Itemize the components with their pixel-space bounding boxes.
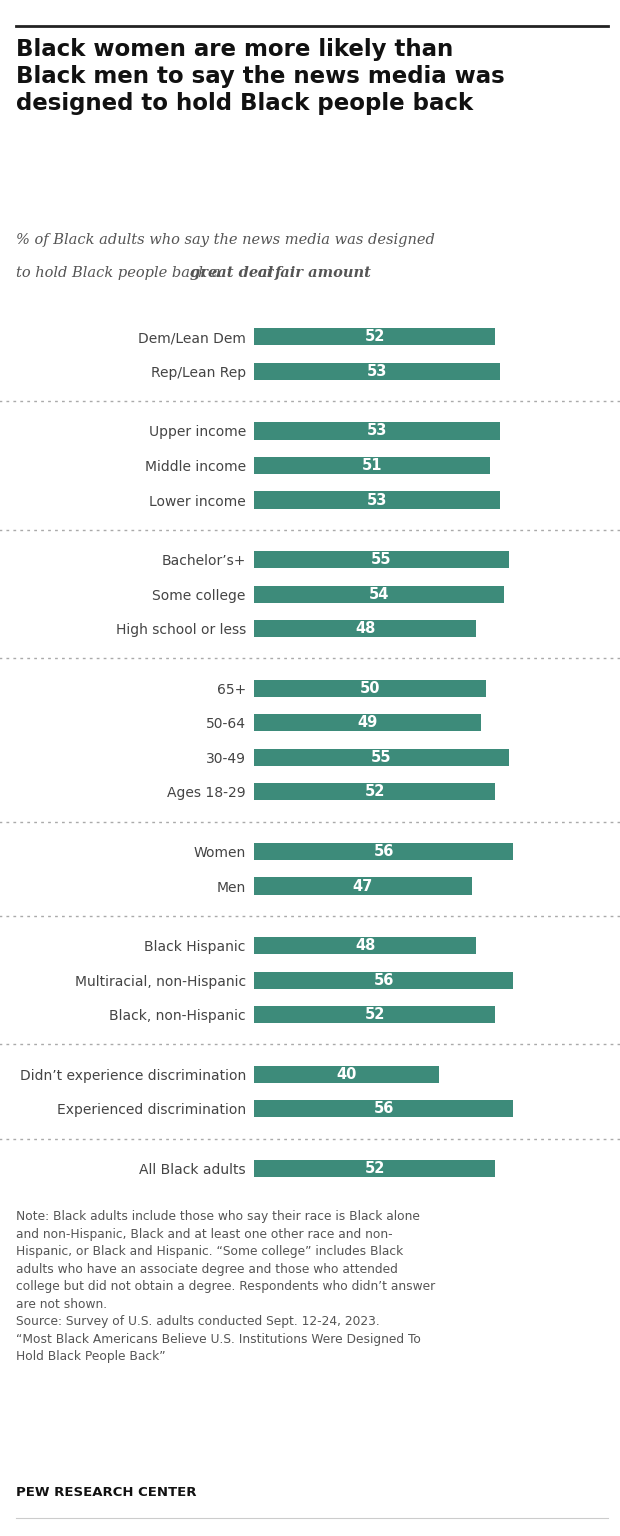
Text: 47: 47 (353, 879, 373, 894)
Text: 56: 56 (374, 843, 394, 859)
Bar (254, 1066, 440, 1083)
Text: great deal: great deal (190, 267, 273, 281)
Bar (254, 748, 509, 766)
Text: % of Black adults who say the news media was designed: % of Black adults who say the news media… (16, 233, 435, 247)
Text: Note: Black adults include those who say their race is Black alone
and non-Hispa: Note: Black adults include those who say… (16, 1210, 435, 1364)
Bar (254, 422, 500, 439)
Bar (254, 937, 476, 954)
Text: 50: 50 (360, 680, 380, 696)
Text: 55: 55 (371, 750, 392, 765)
Text: 52: 52 (365, 1008, 385, 1021)
Bar (254, 456, 490, 475)
Bar (254, 972, 513, 989)
Bar (254, 1160, 495, 1177)
Bar (254, 714, 481, 731)
Bar (254, 329, 495, 346)
Bar (254, 621, 476, 637)
Bar (254, 843, 513, 860)
Text: 40: 40 (337, 1068, 357, 1081)
Bar (254, 1006, 495, 1023)
Bar (254, 1100, 513, 1118)
Text: 52: 52 (365, 785, 385, 799)
Text: fair amount: fair amount (275, 267, 372, 281)
Text: 56: 56 (374, 972, 394, 988)
Bar (254, 492, 500, 508)
Text: 55: 55 (371, 551, 392, 567)
Text: or: or (253, 267, 278, 281)
Text: 53: 53 (366, 424, 387, 438)
Text: 51: 51 (362, 458, 383, 473)
Text: Black women are more likely than
Black men to say the news media was
designed to: Black women are more likely than Black m… (16, 38, 504, 115)
Bar (254, 362, 500, 379)
Bar (254, 680, 485, 697)
Text: 52: 52 (365, 329, 385, 344)
Text: 48: 48 (355, 621, 376, 636)
Text: 52: 52 (365, 1161, 385, 1177)
Bar (254, 877, 472, 894)
Bar (254, 551, 509, 568)
Text: 53: 53 (366, 493, 387, 507)
Text: 56: 56 (374, 1101, 394, 1117)
Text: to hold Black people back a: to hold Black people back a (16, 267, 224, 281)
Bar (254, 585, 504, 602)
Bar (254, 783, 495, 800)
Text: 54: 54 (369, 587, 389, 602)
Text: 48: 48 (355, 938, 376, 954)
Text: 49: 49 (358, 716, 378, 730)
Text: 53: 53 (366, 364, 387, 379)
Text: PEW RESEARCH CENTER: PEW RESEARCH CENTER (16, 1487, 196, 1499)
